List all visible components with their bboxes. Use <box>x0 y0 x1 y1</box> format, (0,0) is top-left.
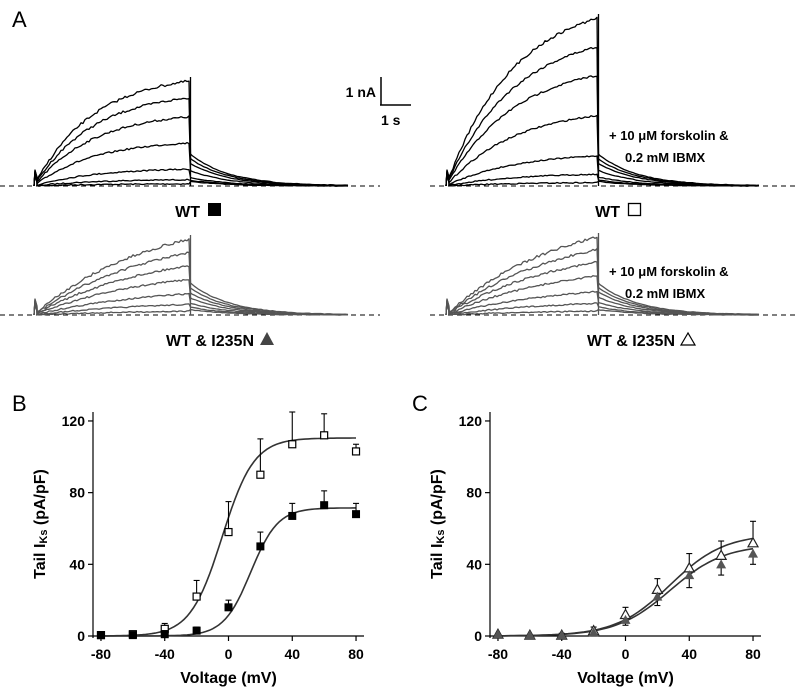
trace-label-text: WT <box>595 204 620 221</box>
x-tick-label: 40 <box>681 646 697 662</box>
trace-panel-wt-i235n <box>0 235 380 316</box>
filled-square-icon <box>208 203 221 216</box>
current-trace <box>445 247 760 316</box>
data-point-filled-square <box>128 631 137 640</box>
y-tick-label: 80 <box>69 485 85 501</box>
current-trace <box>445 114 759 187</box>
data-point-filled-square <box>224 603 233 612</box>
data-point-filled-square <box>320 501 329 510</box>
data-point-filled-triangle <box>748 548 759 558</box>
open-square-icon <box>627 202 642 217</box>
trace-label-wt-forskolin: WT <box>595 202 642 221</box>
panel-label-c: C <box>412 391 428 416</box>
filled-triangle-icon <box>260 332 274 345</box>
y-tick-label: 80 <box>466 485 482 501</box>
y-axis-label: Tail IKs (pA/pF) <box>429 469 447 579</box>
trace-label-wt-i235n-forskolin: WT & I235N <box>587 331 697 350</box>
current-trace <box>445 290 760 316</box>
data-point-filled-triangle <box>620 614 631 624</box>
current-trace <box>445 16 760 187</box>
x-axis-label: Voltage (mV) <box>180 670 277 687</box>
data-point-filled-square <box>160 630 169 639</box>
current-trace <box>33 141 349 187</box>
treatment-line-1: + 10 μM forskolin & <box>609 128 729 143</box>
y-tick-label: 120 <box>459 413 483 429</box>
current-trace <box>33 79 349 187</box>
current-trace <box>33 292 349 316</box>
x-tick-label: 40 <box>284 646 300 662</box>
data-point-open-square <box>192 592 201 601</box>
treatment-annotation-wt-i235n: + 10 μM forskolin & 0.2 mM IBMX <box>609 264 729 301</box>
data-point-filled-square <box>288 511 297 520</box>
trace-label-wt: WT <box>175 203 221 221</box>
trace-label-text: WT & I235N <box>166 333 254 350</box>
x-tick-label: -40 <box>552 646 572 662</box>
chart-b: 0 40 80 120 -80 -40 0 40 80 Voltage (mV) Tail IKs … <box>32 411 364 687</box>
data-point-filled-triangle <box>492 629 503 639</box>
y-tick-label: 120 <box>62 413 86 429</box>
open-triangle-icon <box>679 331 697 346</box>
trace-label-wt-i235n: WT & I235N <box>166 332 274 350</box>
y-tick-label: 40 <box>466 556 482 572</box>
data-point-filled-square <box>256 542 265 551</box>
scale-bar-current-label: 1 nA <box>346 84 376 100</box>
data-point-filled-square <box>192 626 201 635</box>
trace-panel-wt-i235n-forskolin <box>430 233 795 316</box>
data-point-open-square <box>288 440 297 449</box>
x-tick-label: 80 <box>745 646 761 662</box>
treatment-line-1: + 10 μM forskolin & <box>609 264 729 279</box>
trace-panel-wt <box>0 77 380 187</box>
data-point-filled-triangle <box>684 570 695 580</box>
trace-panel-wt-forskolin <box>430 14 795 187</box>
current-trace <box>445 236 760 316</box>
data-point-filled-square <box>352 510 361 519</box>
chart-c: 0 40 80 120 -80 -40 0 40 80 Voltage (mV) Tail IKs … <box>429 412 761 687</box>
treatment-annotation-wt: + 10 μM forskolin & 0.2 mM IBMX <box>609 128 729 165</box>
data-point-open-square <box>320 431 329 440</box>
data-point-filled-triangle <box>716 559 727 569</box>
data-point-open-square <box>256 470 265 479</box>
data-point-filled-triangle <box>652 591 663 601</box>
y-tick-label: 0 <box>77 628 85 644</box>
data-point-filled-triangle <box>524 630 535 640</box>
x-axis-label: Voltage (mV) <box>577 670 674 687</box>
treatment-line-2: 0.2 mM IBMX <box>625 150 706 165</box>
panel-label-a: A <box>12 7 27 32</box>
y-axis-label: Tail IKs (pA/pF) <box>32 469 50 579</box>
treatment-line-2: 0.2 mM IBMX <box>625 286 706 301</box>
trace-label-text: WT <box>175 204 200 221</box>
data-point-filled-square <box>96 631 105 640</box>
current-trace <box>33 168 349 187</box>
trace-label-text: WT & I235N <box>587 333 675 350</box>
data-point-filled-triangle <box>588 627 599 637</box>
x-tick-label: 0 <box>225 646 233 662</box>
x-tick-label: -40 <box>155 646 175 662</box>
data-point-open-triangle <box>747 536 760 548</box>
x-tick-label: -80 <box>488 646 508 662</box>
data-point-filled-triangle <box>556 630 567 640</box>
current-trace <box>445 75 760 187</box>
fit-curve <box>101 507 356 637</box>
x-tick-label: 80 <box>348 646 364 662</box>
y-tick-label: 0 <box>474 628 482 644</box>
scale-bar-time-label: 1 s <box>381 112 401 128</box>
panel-label-b: B <box>12 391 27 416</box>
data-point-open-square <box>224 527 233 537</box>
x-tick-label: 0 <box>622 646 630 662</box>
scale-bar: 1 nA 1 s <box>346 77 411 128</box>
y-tick-label: 40 <box>69 556 85 572</box>
current-trace <box>33 238 348 316</box>
x-tick-label: -80 <box>91 646 111 662</box>
data-point-open-square <box>351 447 361 456</box>
